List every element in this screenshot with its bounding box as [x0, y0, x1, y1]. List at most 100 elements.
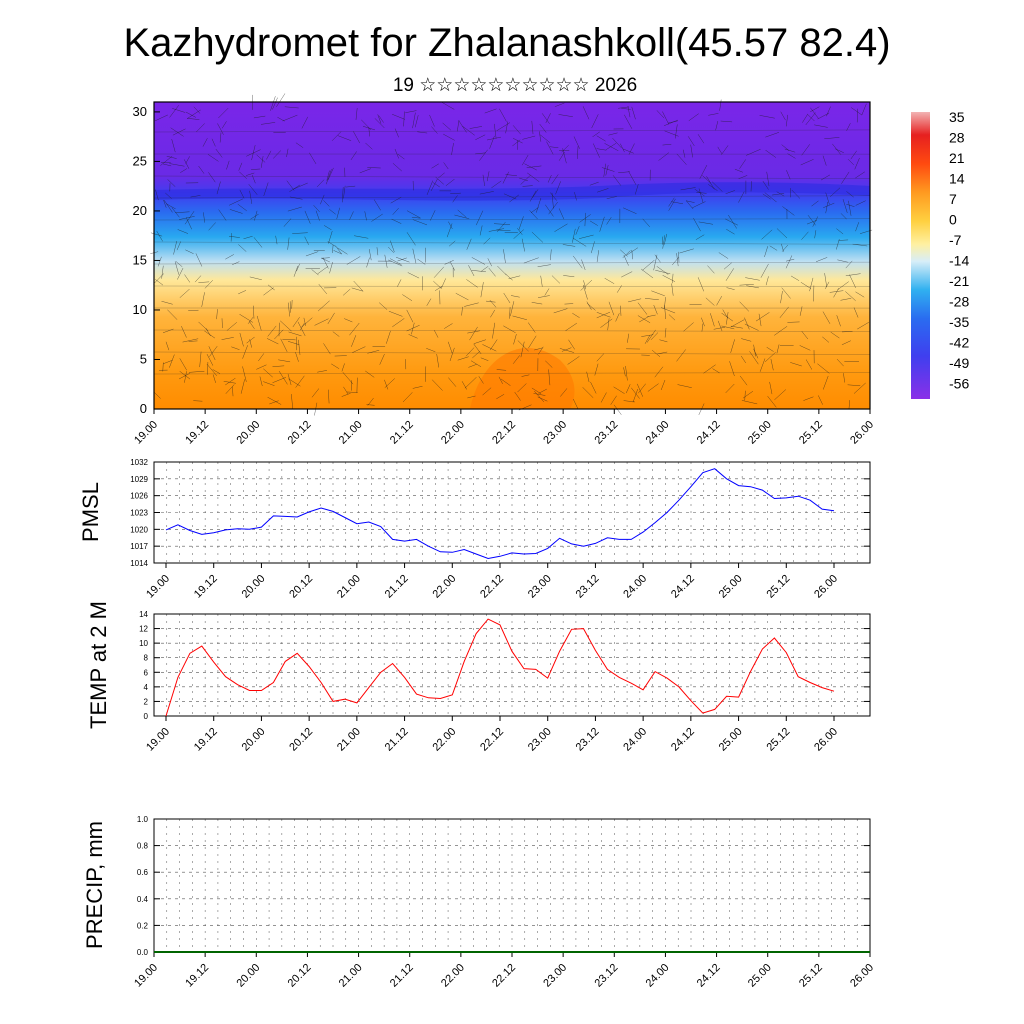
wind-barb: [847, 384, 861, 387]
wind-barb: [505, 273, 513, 281]
wind-barb: [729, 361, 735, 377]
wind-barb: [256, 315, 262, 331]
wind-barb: [728, 214, 737, 229]
x-tick-label: 26.00: [848, 419, 876, 447]
wind-barb: [861, 103, 867, 116]
wind-barb: [388, 246, 394, 253]
wind-barb: [503, 249, 506, 264]
wind-barb: [353, 131, 361, 144]
wind-barb: [628, 171, 637, 185]
wind-barb: [826, 106, 831, 117]
wind-barb: [526, 165, 542, 168]
wind-barb: [178, 373, 190, 380]
wind-barb: [215, 148, 223, 158]
wind-barb: [172, 108, 186, 113]
colorbar-labels: 35 28 21 14 7 0 -7 -14 -21 -28 -35 -42 -49 -56: [949, 109, 969, 392]
x-tick-label: 21.12: [383, 726, 411, 754]
wind-barb: [238, 244, 247, 252]
wind-barb: [405, 110, 417, 113]
wind-barb: [365, 370, 375, 378]
wind-barb: [772, 193, 785, 196]
wind-barb: [759, 115, 775, 119]
wind-barb: [185, 217, 192, 230]
wind-barb: [824, 281, 830, 290]
wind-barb: [496, 394, 505, 400]
wind-barb: [208, 222, 216, 231]
wind-barb: [479, 191, 494, 195]
wind-barb: [296, 263, 300, 272]
wind-barb: [155, 279, 164, 286]
wind-barb: [726, 229, 735, 235]
wind-barb: [293, 182, 308, 190]
wind-barb: [544, 288, 550, 296]
wind-barb: [623, 255, 629, 266]
wind-barb: [449, 261, 456, 271]
wind-barb: [620, 143, 625, 153]
wind-barb: [545, 113, 551, 124]
precip-x-axis: 19.00 19.12 20.00 20.12 21.00 21.12 22.00 22.12…: [132, 952, 876, 990]
wind-barb: [332, 244, 334, 254]
wind-barb: [183, 159, 190, 169]
wind-barb: [273, 131, 286, 133]
x-tick-label: 25.00: [717, 726, 745, 754]
wind-barb: [169, 354, 175, 368]
wind-barb: [188, 340, 198, 342]
x-tick-label: 22.12: [478, 726, 506, 754]
wind-barb: [848, 400, 851, 409]
wind-barb: [314, 318, 329, 326]
wind-barb: [263, 381, 275, 386]
wind-barb: [328, 389, 330, 404]
wind-barb: [561, 347, 572, 352]
y-tick-label: 1014: [130, 559, 148, 568]
wind-barb: [225, 377, 236, 386]
wind-barb: [384, 254, 388, 268]
wind-barb: [806, 113, 815, 122]
colorbar-label: 21: [949, 150, 965, 166]
wind-barb: [575, 226, 580, 235]
wind-barb: [822, 375, 829, 390]
wind-barb: [157, 256, 162, 267]
wind-barb: [272, 365, 285, 367]
wind-barb: [697, 134, 705, 144]
wind-barb: [335, 245, 342, 255]
wind-barb: [741, 400, 758, 405]
wind-barb: [855, 291, 865, 298]
wind-barb: [219, 132, 222, 143]
x-tick-label: 26.00: [812, 726, 840, 754]
wind-barb: [426, 180, 434, 195]
wind-barb: [274, 329, 284, 340]
wind-barb: [660, 307, 676, 314]
wind-barb: [397, 257, 407, 262]
wind-barb: [497, 265, 507, 276]
y-tick-label: 1023: [130, 509, 148, 518]
wind-barb: [150, 232, 163, 237]
temp-y-axis: 0 2 4 6 8 10 12 14: [139, 610, 870, 721]
wind-barb: [430, 178, 438, 192]
wind-barb: [289, 196, 303, 200]
wind-barb: [185, 111, 197, 118]
wind-barb: [707, 265, 715, 274]
wind-barb: [608, 301, 615, 316]
wind-barb: [232, 386, 234, 397]
x-tick-label: 19.12: [183, 419, 211, 447]
wind-barb: [572, 398, 579, 410]
wind-barb: [406, 324, 420, 332]
wind-barb: [246, 149, 261, 157]
wind-barb: [701, 317, 705, 327]
wind-barb: [597, 188, 609, 193]
wind-barb: [628, 298, 642, 303]
wind-barb: [680, 187, 696, 191]
wind-barb: [790, 275, 800, 281]
wind-barb: [693, 217, 701, 232]
wind-barb: [177, 229, 189, 234]
wind-barb: [800, 282, 812, 289]
x-tick-label: 23.00: [541, 962, 569, 990]
wind-barb: [417, 258, 426, 265]
wind-barb: [560, 388, 568, 397]
wind-barb: [270, 96, 276, 111]
wind-barb: [161, 300, 173, 305]
wind-barb: [537, 295, 550, 298]
wind-barb: [162, 362, 164, 372]
wind-barb: [710, 313, 715, 327]
colorbar-label: -7: [949, 232, 962, 248]
